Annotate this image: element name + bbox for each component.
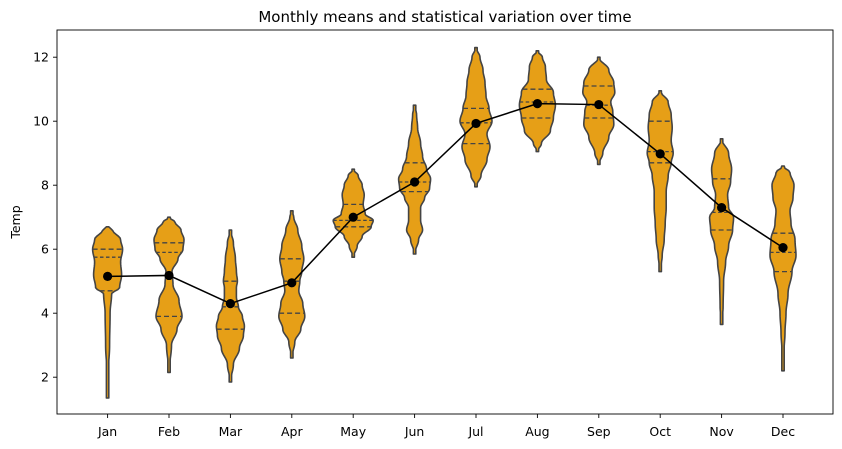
mean-point-apr xyxy=(287,278,297,288)
y-axis-label: Temp xyxy=(8,205,23,239)
violin-dec xyxy=(769,165,797,372)
x-tick-label-jul: Jul xyxy=(467,424,483,439)
y-tick-label: 2 xyxy=(41,370,49,385)
violin-body xyxy=(459,46,493,188)
plot-area xyxy=(57,30,833,414)
violin-body xyxy=(708,138,735,326)
mean-point-jul xyxy=(471,118,481,129)
violin-jul xyxy=(459,46,493,188)
violin-body xyxy=(582,56,616,166)
mean-point-may xyxy=(348,212,358,222)
mean-point-jun xyxy=(410,177,420,187)
violin-sep xyxy=(582,56,616,166)
violin-jan xyxy=(91,226,124,399)
mean-point-aug xyxy=(532,99,543,109)
mean-point-sep xyxy=(594,99,604,110)
x-tick-label-oct: Oct xyxy=(649,424,671,439)
mean-point-feb xyxy=(164,270,174,281)
x-axis: Jan Feb Mar Apr May Jun Jul Aug Sep Oct Nov Dec xyxy=(97,414,795,439)
y-tick-label: 12 xyxy=(33,50,49,65)
mean-point-mar xyxy=(225,299,235,309)
axes-frame xyxy=(56,29,834,415)
mean-point-oct xyxy=(655,149,665,159)
mean-point-nov xyxy=(717,203,727,213)
y-tick-label: 4 xyxy=(41,306,49,321)
y-axis: 2 4 6 8 10 12 xyxy=(33,50,57,385)
violin-body xyxy=(769,165,797,372)
x-tick-label-may: May xyxy=(340,424,366,439)
x-tick-label-jun: Jun xyxy=(404,424,425,439)
y-tick-label: 6 xyxy=(41,242,49,257)
mean-point-dec xyxy=(778,243,788,253)
x-tick-label-dec: Dec xyxy=(771,424,795,439)
x-tick-label-mar: Mar xyxy=(219,424,243,439)
y-tick-label: 8 xyxy=(41,178,49,193)
x-tick-label-aug: Aug xyxy=(525,424,549,439)
violin-nov xyxy=(708,138,735,326)
chart-title: Monthly means and statistical variation … xyxy=(258,8,631,26)
violin-feb xyxy=(153,216,185,374)
mean-line xyxy=(107,102,784,305)
mean-point-jan xyxy=(103,271,113,281)
x-tick-label-apr: Apr xyxy=(281,424,303,439)
violin-body xyxy=(91,226,124,399)
x-tick-label-sep: Sep xyxy=(587,424,611,439)
violin-body xyxy=(153,216,185,374)
x-tick-label-jan: Jan xyxy=(97,424,117,439)
y-tick-label: 10 xyxy=(33,114,49,129)
x-tick-label-feb: Feb xyxy=(158,424,180,439)
x-tick-label-nov: Nov xyxy=(709,424,734,439)
violin-body xyxy=(646,90,674,273)
mean-line-layer xyxy=(103,99,788,309)
